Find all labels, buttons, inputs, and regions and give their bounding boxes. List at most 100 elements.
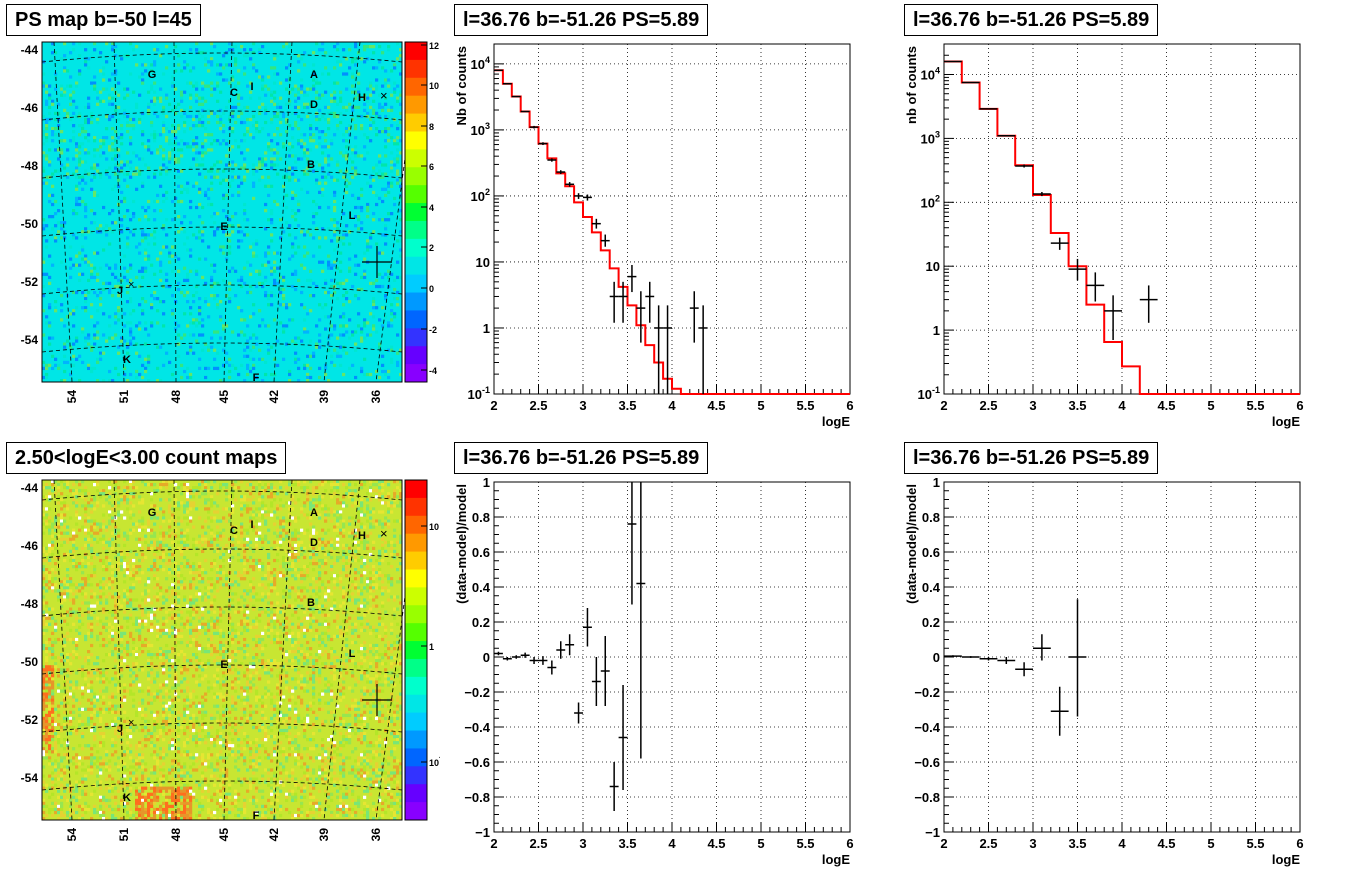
map-pixel	[48, 623, 51, 626]
map-pixel	[285, 535, 288, 538]
map-pixel	[333, 248, 336, 251]
map-pixel	[366, 239, 369, 242]
map-pixel	[291, 498, 294, 501]
map-pixel	[372, 526, 375, 529]
map-pixel	[270, 118, 273, 121]
map-pixel	[60, 236, 63, 239]
color-bar-segment	[405, 239, 427, 257]
map-pixel	[201, 206, 204, 209]
map-pixel	[294, 538, 297, 541]
map-pixel	[51, 535, 54, 538]
map-pixel	[183, 598, 186, 601]
map-pixel	[210, 586, 213, 589]
map-pixel	[96, 273, 99, 276]
map-pixel	[240, 239, 243, 242]
map-pixel	[90, 623, 93, 626]
map-pixel	[336, 48, 339, 51]
map-pixel	[177, 282, 180, 285]
map-pixel	[105, 60, 108, 63]
map-pixel	[327, 598, 330, 601]
map-pixel	[384, 516, 387, 519]
map-pixel	[342, 601, 345, 604]
map-pixel	[165, 139, 168, 142]
map-pixel	[90, 498, 93, 501]
map-pixel	[213, 297, 216, 300]
map-pixel	[141, 312, 144, 315]
map-pixel	[264, 291, 267, 294]
map-pixel	[231, 170, 234, 173]
map-pixel	[270, 294, 273, 297]
map-pixel	[291, 136, 294, 139]
map-pixel	[369, 608, 372, 611]
map-pixel	[129, 577, 132, 580]
map-pixel	[387, 544, 390, 547]
map-pixel	[339, 586, 342, 589]
map-pixel	[354, 264, 357, 267]
map-pixel	[315, 577, 318, 580]
map-pixel	[147, 355, 150, 358]
map-pixel	[195, 507, 198, 510]
map-pixel	[297, 224, 300, 227]
map-pixel	[231, 598, 234, 601]
map-pixel	[279, 541, 282, 544]
map-pixel	[132, 200, 135, 203]
map-pixel	[360, 127, 363, 130]
map-pixel	[276, 574, 279, 577]
map-pixel	[363, 598, 366, 601]
map-pixel	[270, 163, 273, 166]
map-pixel	[216, 303, 219, 306]
map-pixel	[144, 611, 147, 614]
map-pixel	[66, 173, 69, 176]
map-pixel	[90, 82, 93, 85]
map-pixel	[294, 544, 297, 547]
map-pixel	[393, 66, 396, 69]
map-pixel	[303, 574, 306, 577]
map-pixel	[309, 309, 312, 312]
map-pixel	[126, 571, 129, 574]
map-pixel	[342, 595, 345, 598]
map-pixel	[90, 346, 93, 349]
map-pixel	[264, 577, 267, 580]
map-pixel	[216, 574, 219, 577]
map-pixel	[90, 370, 93, 373]
map-pixel	[318, 623, 321, 626]
map-pixel	[102, 559, 105, 562]
map-pixel	[126, 507, 129, 510]
map-pixel	[270, 185, 273, 188]
map-pixel	[141, 559, 144, 562]
map-pixel	[255, 127, 258, 130]
map-pixel	[276, 203, 279, 206]
map-pixel	[321, 306, 324, 309]
map-pixel	[78, 632, 81, 635]
map-pixel	[330, 592, 333, 595]
map-pixel	[129, 300, 132, 303]
map-pixel	[51, 632, 54, 635]
map-pixel	[231, 127, 234, 130]
map-pixel	[354, 626, 357, 629]
map-pixel	[177, 608, 180, 611]
map-pixel	[48, 163, 51, 166]
map-pixel	[45, 85, 48, 88]
map-pixel	[267, 261, 270, 264]
map-pixel	[294, 160, 297, 163]
map-pixel	[273, 157, 276, 160]
map-pixel	[258, 638, 261, 641]
map-pixel	[240, 309, 243, 312]
map-pixel	[246, 291, 249, 294]
map-pixel	[168, 526, 171, 529]
map-pixel	[270, 167, 273, 170]
map-pixel	[249, 57, 252, 60]
map-pixel	[138, 321, 141, 324]
map-pixel	[138, 605, 141, 608]
map-pixel	[276, 620, 279, 623]
map-pixel	[96, 361, 99, 364]
map-pixel	[303, 267, 306, 270]
map-pixel	[45, 516, 48, 519]
map-pixel	[243, 333, 246, 336]
map-pixel	[324, 510, 327, 513]
map-pixel	[351, 632, 354, 635]
map-pixel	[324, 303, 327, 306]
map-pixel	[258, 106, 261, 109]
map-pixel	[192, 614, 195, 617]
map-pixel	[231, 106, 234, 109]
